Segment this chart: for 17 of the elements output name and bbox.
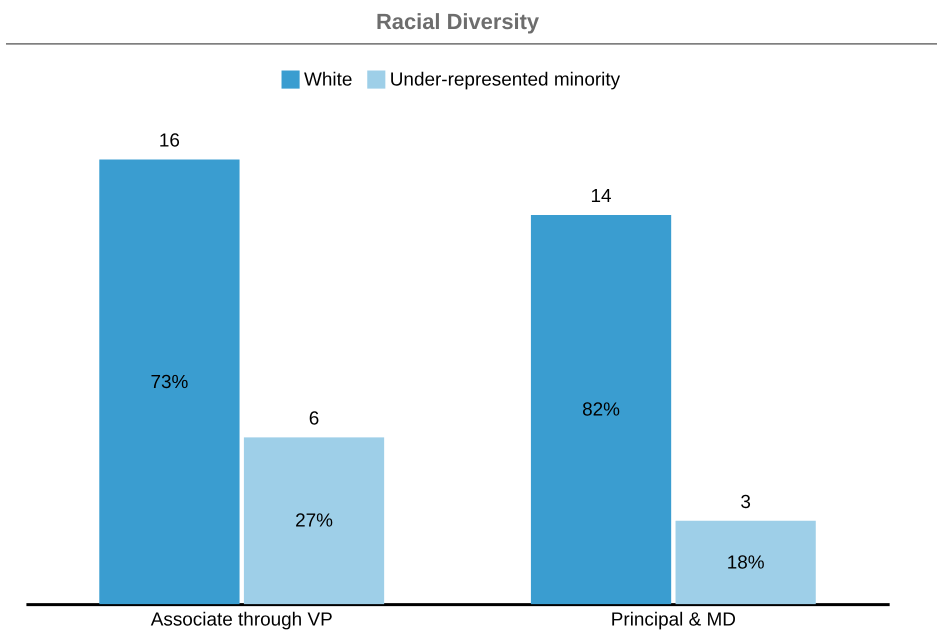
data-label: 6 <box>308 408 320 430</box>
annotation: 18% <box>726 552 765 574</box>
bar <box>99 159 240 604</box>
legend-label: Under-represented minority <box>390 70 621 90</box>
data-label: 14 <box>590 186 612 208</box>
annotation: 82% <box>582 400 620 421</box>
x-tick-label: Associate through VP <box>150 610 333 631</box>
bar <box>676 520 816 604</box>
annotation: 27% <box>295 510 334 532</box>
legend-label: White <box>304 70 352 90</box>
chart-title: Racial Diversity <box>376 8 540 34</box>
x-tick-label: Principal & MD <box>610 610 736 631</box>
annotation: 73% <box>150 372 189 393</box>
data-label: 16 <box>158 130 180 152</box>
bar <box>244 437 384 604</box>
data-label: 3 <box>740 492 751 513</box>
bar <box>530 215 672 604</box>
